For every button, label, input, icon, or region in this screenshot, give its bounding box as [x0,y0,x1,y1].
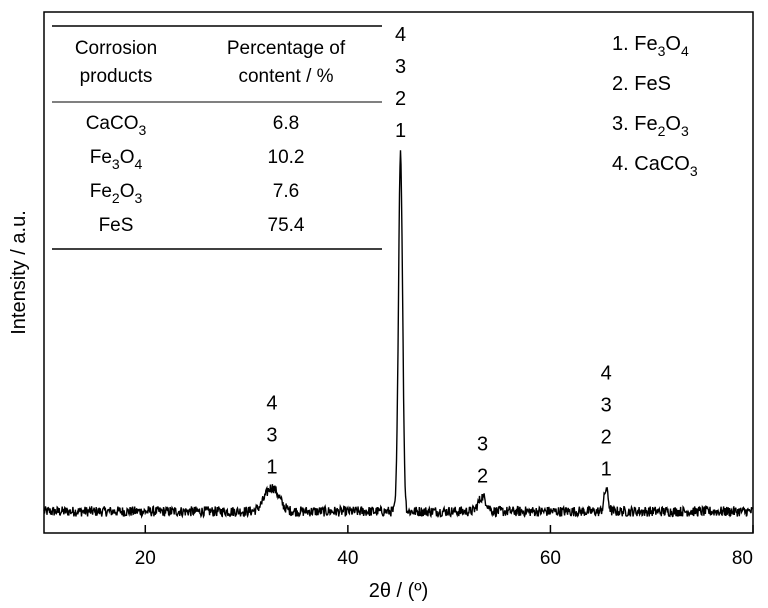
x-tick-label: 60 [540,548,561,569]
table-cell-product: CaCO3 [86,113,147,138]
legend-entry: 3. Fe2O3 [612,113,689,139]
peak-label: 1 [601,458,612,480]
peak-label: 2 [601,426,612,448]
legend-entry: 1. Fe3O4 [612,33,689,59]
table-header: content / % [238,66,333,87]
legend-entry: 2. FeS [612,73,671,95]
table-cell-value: 6.8 [273,113,299,134]
peak-label: 2 [395,88,406,110]
peak-label: 3 [266,425,277,447]
table-header: Percentage of [227,38,346,59]
peak-label: 3 [395,56,406,78]
table-header: Corrosion [75,38,157,59]
table-cell-product: Fe3O4 [90,147,143,172]
peak-label: 3 [477,434,488,456]
x-axis-label: 2θ / (º) [369,580,429,602]
legend-entry: 4. CaCO3 [612,153,698,179]
peak-label: 1 [266,457,277,479]
y-axis-label: Intensity / a.u. [8,210,30,335]
peak-label: 2 [477,466,488,488]
inset-table: Corrosion products Percentage of content / … [52,25,382,250]
table-cell-value: 7.6 [273,181,299,202]
table-header: products [80,66,153,87]
peak-label: 4 [266,393,277,415]
table-cell-product: Fe2O3 [90,181,143,206]
series-xrd-line [43,150,754,519]
peak-label: 4 [395,24,406,46]
x-tick-label: 20 [135,548,156,569]
x-tick-label: 40 [337,548,358,569]
table-cell-product: FeS [99,215,134,236]
table-cell-value: 75.4 [268,215,305,236]
table-cell-value: 10.2 [268,147,305,168]
peak-label: 1 [395,120,406,142]
peak-label: 4 [601,362,612,384]
x-tick-label: 80 [732,548,753,569]
peak-label: 3 [601,394,612,416]
plot-frame [43,11,754,534]
